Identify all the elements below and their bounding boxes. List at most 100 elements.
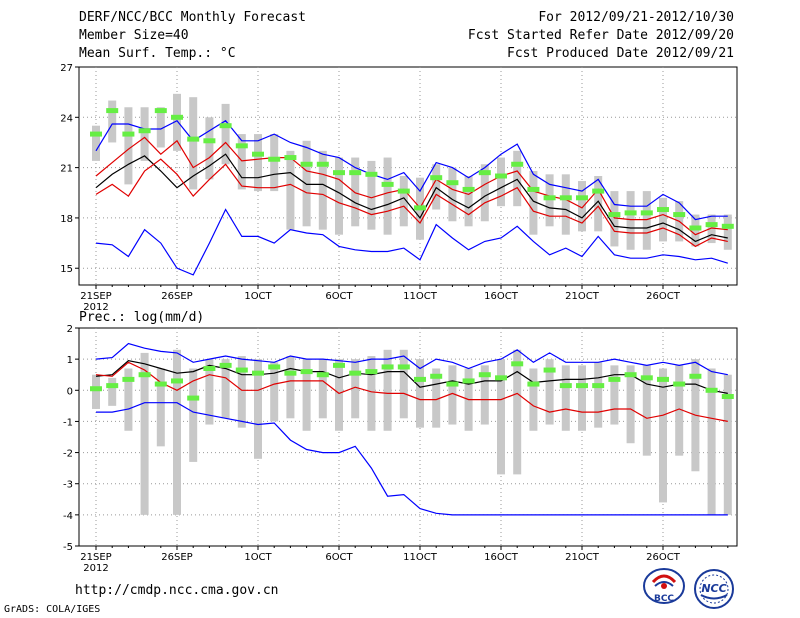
variable-label: Mean Surf. Temp.: °C	[79, 46, 236, 61]
member-marker	[705, 387, 718, 393]
member-marker	[608, 376, 621, 382]
spread-box	[432, 164, 441, 210]
x-tick-label: 21SEP	[80, 552, 111, 563]
spread-box	[659, 368, 667, 503]
member-marker	[333, 362, 345, 368]
spread-box	[189, 368, 198, 462]
spread-box	[351, 359, 360, 419]
y-tick-label: 2	[67, 324, 73, 335]
spread-box	[399, 349, 408, 419]
spread-box	[578, 181, 586, 232]
ncc-logo-text: NCC	[701, 582, 727, 595]
x-year-label: 2012	[83, 302, 108, 313]
spread-box	[108, 100, 117, 143]
spread-box	[140, 107, 149, 161]
refer-date-label: Fcst Started Refer Date 2012/09/20	[467, 28, 734, 43]
member-marker	[543, 195, 556, 201]
member-marker	[624, 210, 637, 216]
bcc-logo-icon	[643, 568, 685, 604]
member-marker	[657, 207, 669, 213]
spread-box	[497, 157, 505, 207]
member-marker	[171, 114, 183, 120]
spread-box	[659, 197, 667, 242]
member-marker	[349, 170, 362, 176]
chart-title: DERF/NCC/BCC Monthly Forecast	[79, 10, 306, 25]
member-marker	[235, 367, 248, 373]
y-tick-label: 24	[60, 113, 73, 124]
member-marker	[252, 370, 264, 376]
panel-0: 15 18 21 24 27 21SEP 26SEP 1OCT 6OCT 11OCT 16OCT 21…	[60, 63, 738, 313]
member-marker	[721, 223, 734, 229]
spread-box	[561, 174, 570, 235]
series-lower-line	[95, 158, 728, 248]
spread-box	[124, 107, 133, 185]
member-marker	[219, 362, 232, 368]
member-marker	[495, 173, 507, 179]
spread-box	[399, 176, 408, 227]
spread-box	[270, 362, 279, 422]
member-marker	[106, 108, 119, 114]
spread-box	[626, 365, 635, 444]
x-tick-label: 1OCT	[244, 291, 272, 302]
spread-box	[92, 374, 100, 409]
spread-box	[594, 362, 603, 428]
spread-box	[237, 134, 246, 190]
spread-box	[513, 150, 522, 207]
y-tick-label: 21	[60, 164, 73, 175]
spread-box	[237, 356, 246, 428]
spread-box	[610, 191, 619, 247]
bcc-logo: BCC	[641, 568, 687, 608]
spread-box	[156, 368, 165, 447]
spread-box	[529, 170, 538, 235]
spread-box	[642, 365, 651, 456]
y-tick-label: -2	[63, 449, 73, 460]
y-tick-label: 0	[67, 386, 73, 397]
spread-box	[383, 349, 392, 431]
member-marker	[381, 181, 394, 187]
y-tick-label: 18	[60, 214, 73, 225]
spread-box	[270, 134, 279, 192]
x-tick-label: 21OCT	[565, 291, 600, 302]
member-marker	[171, 378, 183, 384]
x-tick-label: 11OCT	[403, 552, 438, 563]
member-marker	[300, 161, 313, 167]
member-marker	[640, 375, 653, 381]
spread-box	[529, 368, 538, 431]
member-marker	[721, 394, 734, 400]
member-marker	[122, 376, 135, 382]
member-marker	[478, 170, 491, 176]
spread-box	[610, 365, 619, 425]
member-marker	[608, 212, 621, 218]
spread-box	[707, 368, 716, 515]
source-url[interactable]: http://cmdp.ncc.cma.gov.cn	[75, 583, 279, 598]
member-marker	[235, 143, 248, 149]
produced-date-label: Fcst Produced Date 2012/09/21	[507, 46, 734, 61]
spread-box	[124, 368, 133, 431]
member-marker	[333, 170, 345, 176]
spread-box	[545, 174, 554, 227]
y-tick-label: 1	[67, 355, 73, 366]
member-marker	[478, 372, 491, 378]
ncc-logo: NCC	[693, 568, 735, 610]
member-marker	[397, 188, 410, 194]
spread-box	[675, 365, 684, 456]
spread-box	[318, 150, 327, 230]
member-marker	[203, 365, 216, 371]
member-marker	[592, 383, 605, 389]
member-marker	[705, 222, 718, 228]
member-marker	[187, 395, 200, 401]
spread-box	[513, 349, 522, 475]
x-year-label: 2012	[83, 563, 108, 574]
member-size-label: Member Size=40	[79, 28, 189, 43]
y-tick-label: -3	[63, 480, 73, 491]
member-marker	[138, 128, 151, 134]
member-marker	[122, 131, 135, 137]
member-marker	[365, 369, 378, 375]
spread-box	[221, 359, 230, 419]
member-marker	[673, 212, 686, 218]
member-marker	[397, 364, 410, 370]
series-min-line	[96, 402, 728, 516]
spread-box	[221, 103, 230, 165]
ncc-logo-icon	[694, 569, 734, 609]
